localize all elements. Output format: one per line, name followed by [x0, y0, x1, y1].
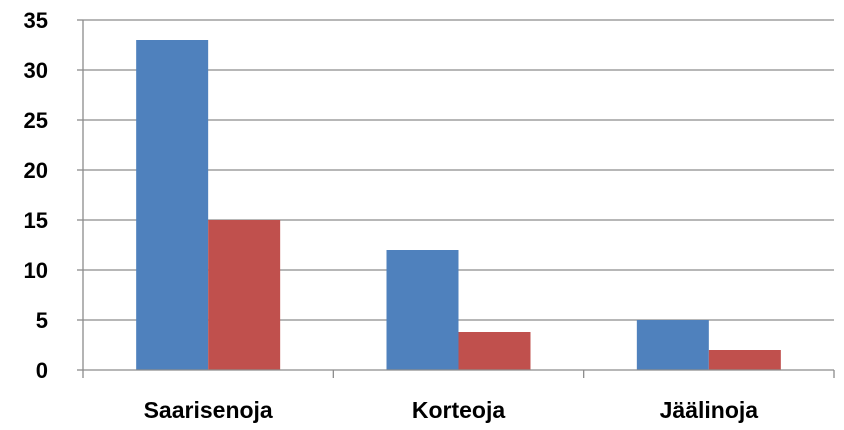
bar-series-1-0	[136, 40, 208, 370]
y-tick-label: 25	[24, 108, 48, 133]
y-tick-label: 5	[36, 308, 48, 333]
bars	[136, 40, 781, 370]
y-tick-label: 30	[24, 58, 48, 83]
y-tick-label: 10	[24, 258, 48, 283]
bar-series-2-2	[709, 350, 781, 370]
x-tick-label: Korteoja	[412, 397, 506, 423]
bar-series-1-1	[387, 250, 459, 370]
bar-series-1-2	[637, 320, 709, 370]
bar-series-2-0	[208, 220, 280, 370]
y-tick-label: 15	[24, 208, 48, 233]
x-tick-label: Jäälinoja	[660, 397, 759, 423]
y-tick-label: 35	[24, 8, 48, 33]
y-tick-label: 20	[24, 158, 48, 183]
y-tick-label: 0	[36, 358, 48, 383]
x-tick-label: Saarisenoja	[144, 397, 273, 423]
bar-series-2-1	[459, 332, 531, 370]
